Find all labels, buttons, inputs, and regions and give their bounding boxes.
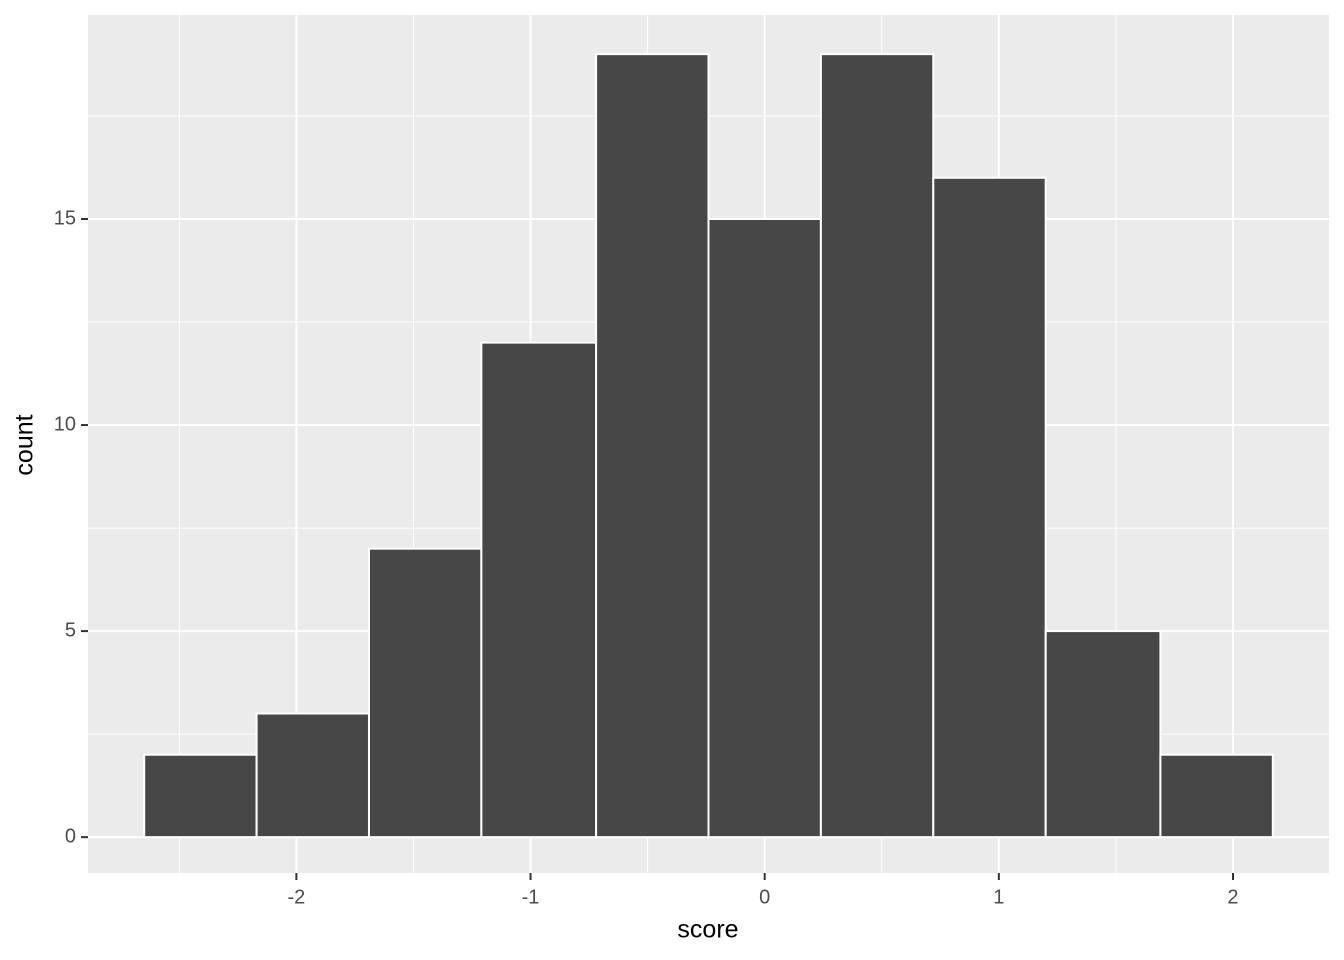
- y-tick-label: 10: [54, 413, 76, 435]
- x-tick-label: -1: [522, 886, 540, 908]
- bar: [255, 712, 370, 839]
- bar: [480, 341, 598, 839]
- bar: [819, 53, 935, 839]
- x-axis-title: score: [677, 916, 738, 944]
- bar: [707, 217, 822, 839]
- bar: [1159, 753, 1274, 839]
- x-tick-label: 0: [759, 886, 770, 908]
- bar: [595, 53, 710, 839]
- bar: [932, 176, 1047, 839]
- bar: [143, 753, 258, 839]
- y-tick-label: 5: [65, 619, 76, 641]
- bar: [1044, 630, 1162, 839]
- x-tick-label: 2: [1227, 886, 1238, 908]
- bar: [367, 547, 483, 839]
- y-axis-title: count: [11, 414, 39, 475]
- y-tick-label: 15: [54, 207, 76, 229]
- y-tick-label: 0: [65, 825, 76, 847]
- x-tick-label: 1: [993, 886, 1004, 908]
- x-tick-label: -2: [287, 886, 305, 908]
